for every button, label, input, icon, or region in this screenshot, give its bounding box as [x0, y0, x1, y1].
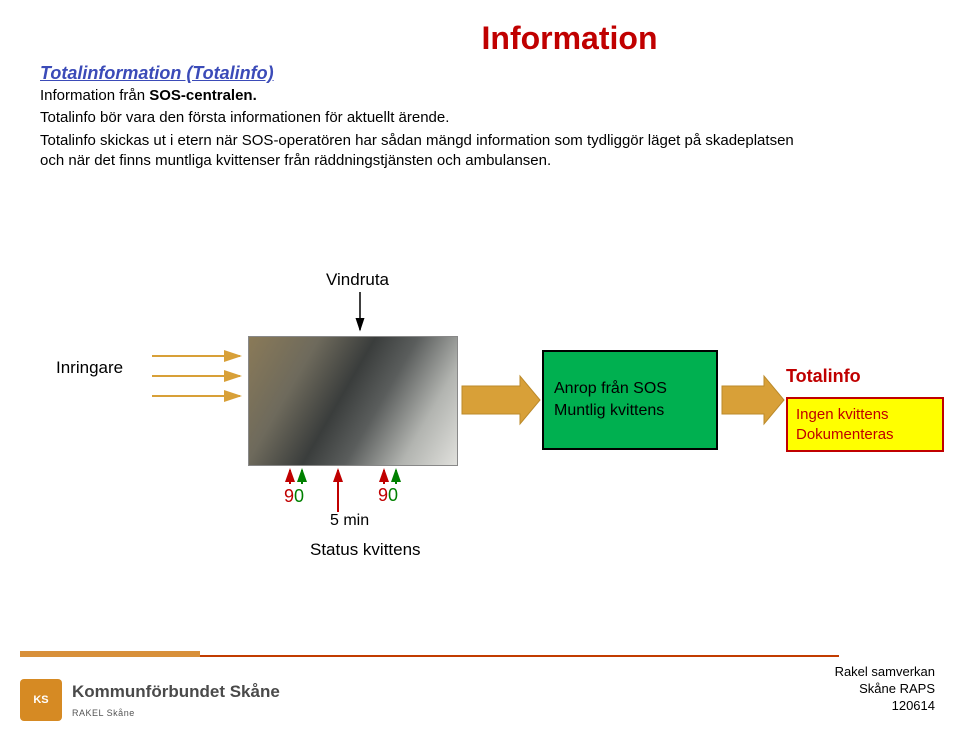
yellow-line2: Dokumenteras: [796, 425, 934, 445]
ninety-b: 90: [378, 485, 398, 506]
ninety-b-right: 0: [388, 485, 398, 506]
paragraph-1: Information från SOS-centralen.: [40, 86, 800, 106]
totalinfo-label: Totalinfo: [786, 366, 936, 387]
subheading: Totalinformation (Totalinfo): [40, 63, 919, 84]
center-image: [248, 336, 458, 466]
green-line2: Muntlig kvittens: [554, 400, 706, 422]
five-min-label: 5 min: [330, 512, 369, 530]
green-box: Anrop från SOS Muntlig kvittens: [542, 350, 718, 450]
ninety-b-left: 9: [378, 485, 388, 506]
inringare-label: Inringare: [56, 358, 123, 378]
vindruta-label: Vindruta: [326, 270, 389, 290]
green-line1: Anrop från SOS: [554, 378, 706, 400]
ninety-a: 90: [284, 486, 304, 507]
yellow-box: Ingen kvittens Dokumenteras: [786, 397, 944, 452]
yellow-line1: Ingen kvittens: [796, 405, 934, 425]
content-area: Information Totalinformation (Totalinfo)…: [40, 20, 919, 171]
logo-sub-text: RAKEL Skåne: [72, 708, 280, 718]
para1-prefix: Information från: [40, 87, 149, 104]
footer-right-3: 120614: [835, 698, 935, 715]
para1-bold: SOS-centralen.: [149, 87, 257, 104]
status-kvittens-label: Status kvittens: [310, 540, 421, 560]
logo-icon: KS: [20, 679, 62, 721]
ninety-a-right: 0: [294, 486, 304, 507]
footer-right: Rakel samverkan Skåne RAPS 120614: [835, 664, 935, 715]
ninety-a-left: 9: [284, 486, 294, 507]
page-title: Information: [220, 20, 919, 57]
paragraph-2: Totalinfo bör vara den första informatio…: [40, 108, 800, 128]
logo-texts: Kommunförbundet Skåne RAKEL Skåne: [72, 682, 280, 718]
paragraph-3: Totalinfo skickas ut i etern när SOS-ope…: [40, 131, 800, 172]
logo-main-text: Kommunförbundet Skåne: [72, 682, 280, 702]
diagram-area: Vindruta Inringare Anrop från SOS Muntli…: [40, 280, 920, 610]
footer-logo-block: KS Kommunförbundet Skåne RAKEL Skåne: [20, 679, 280, 721]
footer-right-1: Rakel samverkan: [835, 664, 935, 681]
totalinfo-column: Totalinfo Ingen kvittens Dokumenteras: [786, 366, 936, 452]
footer-right-2: Skåne RAPS: [835, 681, 935, 698]
footer-rule-accent: [20, 651, 200, 657]
